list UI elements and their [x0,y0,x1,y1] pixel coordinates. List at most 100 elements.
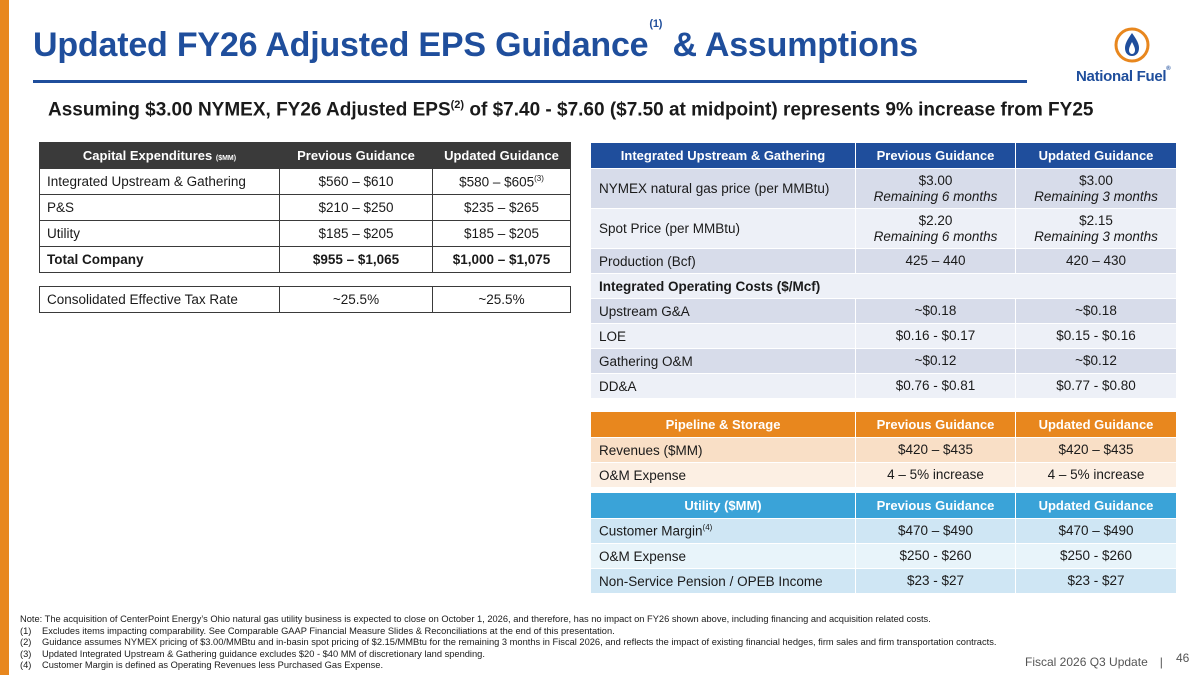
pipeline-header-label: Pipeline & Storage [590,411,856,438]
capex-table: Capital Expenditures ($MM) Previous Guid… [39,142,571,273]
updated-value: $235 – $265 [432,194,571,221]
upstream-header-updated: Updated Guidance [1015,142,1177,169]
previous-value: $210 – $250 [279,194,433,221]
previous-value: 425 – 440 [855,248,1016,274]
table-row: Customer Margin(4) $470 – $490 $470 – $4… [590,518,1177,544]
section-label: Integrated Operating Costs ($/Mcf) [590,273,1177,299]
utility-header-prev: Previous Guidance [855,492,1016,519]
capex-header-label: Capital Expenditures ($MM) [39,142,280,169]
row-label: Gathering O&M [590,348,856,374]
table-row: Integrated Upstream & Gathering $560 – $… [39,168,571,195]
title-divider [33,80,1027,83]
company-logo: National Fuel® [1076,26,1188,88]
footnotes: Note: The acquisition of CenterPoint Ene… [20,614,1120,672]
previous-value: $420 – $435 [855,437,1016,463]
row-label: Production (Bcf) [590,248,856,274]
updated-value: ~25.5% [432,286,571,313]
row-label: Customer Margin(4) [590,518,856,544]
capex-header-prev: Previous Guidance [279,142,433,169]
footnote: (4) Customer Margin is defined as Operati… [20,660,384,670]
section-row: Integrated Operating Costs ($/Mcf) [590,273,1177,299]
previous-value: $23 - $27 [855,568,1016,594]
upstream-header-prev: Previous Guidance [855,142,1016,169]
table-row: NYMEX natural gas price (per MMBtu) $3.0… [590,168,1177,209]
table-row: DD&A $0.76 - $0.81 $0.77 - $0.80 [590,373,1177,399]
pipeline-header-row: Pipeline & Storage Previous Guidance Upd… [590,411,1177,438]
row-label: Upstream G&A [590,298,856,324]
accent-bar [0,0,9,675]
row-label: Consolidated Effective Tax Rate [39,286,280,313]
table-row: Upstream G&A ~$0.18 ~$0.18 [590,298,1177,324]
row-label: O&M Expense [590,543,856,569]
upstream-table: Integrated Upstream & Gathering Previous… [590,142,1177,399]
previous-value: $955 – $1,065 [279,246,433,273]
table-row: Spot Price (per MMBtu) $2.20 Remaining 6 … [590,208,1177,249]
previous-value: ~25.5% [279,286,433,313]
updated-value: $470 – $490 [1015,518,1177,544]
table-row: O&M Expense 4 – 5% increase 4 – 5% incre… [590,462,1177,488]
previous-value: $2.20 Remaining 6 months [855,208,1016,249]
row-label: LOE [590,323,856,349]
table-row: Gathering O&M ~$0.12 ~$0.12 [590,348,1177,374]
row-label: Revenues ($MM) [590,437,856,463]
utility-table: Utility ($MM) Previous Guidance Updated … [590,492,1177,594]
table-row: P&S $210 – $250 $235 – $265 [39,194,571,221]
row-label: Non-Service Pension / OPEB Income [590,568,856,594]
updated-value: $0.77 - $0.80 [1015,373,1177,399]
updated-value: $580 – $605(3) [432,168,571,195]
pipeline-table: Pipeline & Storage Previous Guidance Upd… [590,411,1177,488]
footnote: (2) Guidance assumes NYMEX pricing of $3.… [20,637,997,647]
updated-value: 420 – 430 [1015,248,1177,274]
updated-value: ~$0.12 [1015,348,1177,374]
previous-value: 4 – 5% increase [855,462,1016,488]
table-row: Revenues ($MM) $420 – $435 $420 – $435 [590,437,1177,463]
upstream-header-row: Integrated Upstream & Gathering Previous… [590,142,1177,169]
previous-value: ~$0.12 [855,348,1016,374]
flame-icon [1114,27,1150,63]
previous-value: $560 – $610 [279,168,433,195]
footnote-intro: Note: The acquisition of CenterPoint Ene… [20,614,931,624]
table-row: O&M Expense $250 - $260 $250 - $260 [590,543,1177,569]
updated-value: $23 - $27 [1015,568,1177,594]
pipeline-header-prev: Previous Guidance [855,411,1016,438]
capex-header-row: Capital Expenditures ($MM) Previous Guid… [39,142,571,169]
row-label: Utility [39,220,280,247]
updated-value: $250 - $260 [1015,543,1177,569]
previous-value: $3.00 Remaining 6 months [855,168,1016,209]
total-row: Total Company $955 – $1,065 $1,000 – $1,… [39,246,571,273]
utility-header-row: Utility ($MM) Previous Guidance Updated … [590,492,1177,519]
utility-header-label: Utility ($MM) [590,492,856,519]
row-label: Spot Price (per MMBtu) [590,208,856,249]
previous-value: $185 – $205 [279,220,433,247]
table-row: Non-Service Pension / OPEB Income $23 - … [590,568,1177,594]
updated-value: 4 – 5% increase [1015,462,1177,488]
updated-value: $0.15 - $0.16 [1015,323,1177,349]
eps-summary: Assuming $3.00 NYMEX, FY26 Adjusted EPS(… [48,99,1094,121]
upstream-header-label: Integrated Upstream & Gathering [590,142,856,169]
updated-value: $1,000 – $1,075 [432,246,571,273]
tax-rate-table: Consolidated Effective Tax Rate ~25.5% ~… [39,286,571,313]
updated-value: $3.00 Remaining 3 months [1015,168,1177,209]
row-label: NYMEX natural gas price (per MMBtu) [590,168,856,209]
row-label: Integrated Upstream & Gathering [39,168,280,195]
row-label: Total Company [39,246,280,273]
previous-value: $0.76 - $0.81 [855,373,1016,399]
page-title: Updated FY26 Adjusted EPS Guidance(1) & … [33,17,919,64]
row-label: P&S [39,194,280,221]
row-label: DD&A [590,373,856,399]
updated-value: $2.15 Remaining 3 months [1015,208,1177,249]
table-row: Utility $185 – $205 $185 – $205 [39,220,571,247]
utility-header-updated: Updated Guidance [1015,492,1177,519]
table-row: Consolidated Effective Tax Rate ~25.5% ~… [39,286,571,313]
page-number: 46 [1176,651,1190,665]
table-row: LOE $0.16 - $0.17 $0.15 - $0.16 [590,323,1177,349]
updated-value: $420 – $435 [1015,437,1177,463]
footnote: (1) Excludes items impacting comparabilit… [20,625,615,636]
capex-header-updated: Updated Guidance [432,142,571,169]
previous-value: $0.16 - $0.17 [855,323,1016,349]
previous-value: $470 – $490 [855,518,1016,544]
footnote: (3) Updated Integrated Upstream & Gatheri… [20,648,485,659]
table-row: Production (Bcf) 425 – 440 420 – 430 [590,248,1177,274]
row-label: O&M Expense [590,462,856,488]
pipeline-header-updated: Updated Guidance [1015,411,1177,438]
